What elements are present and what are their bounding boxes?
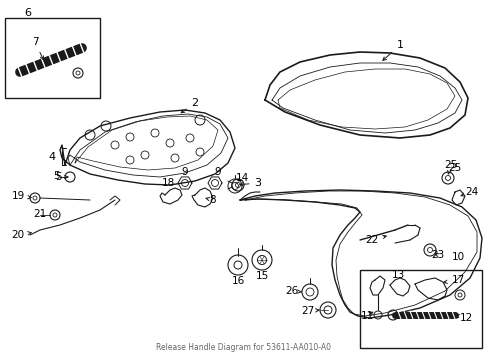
Text: 21: 21 xyxy=(33,209,46,219)
Text: 10: 10 xyxy=(450,252,464,262)
Text: 7: 7 xyxy=(32,37,43,59)
Text: 27: 27 xyxy=(301,306,318,316)
Text: 18: 18 xyxy=(161,178,174,188)
Text: 15: 15 xyxy=(255,271,268,281)
Text: 11: 11 xyxy=(360,311,373,321)
Text: 3: 3 xyxy=(239,178,261,188)
Text: 24: 24 xyxy=(460,187,478,197)
Text: 8: 8 xyxy=(205,195,216,205)
Text: 4: 4 xyxy=(48,152,56,162)
Text: 9: 9 xyxy=(214,167,221,177)
Text: 1: 1 xyxy=(382,40,403,60)
Text: 16: 16 xyxy=(231,276,244,286)
Text: 25: 25 xyxy=(444,160,457,174)
Text: 14: 14 xyxy=(235,173,248,183)
Bar xyxy=(359,270,481,348)
Text: 20: 20 xyxy=(11,230,31,240)
Text: 5: 5 xyxy=(53,171,59,181)
Text: 9: 9 xyxy=(182,167,188,177)
Text: 12: 12 xyxy=(455,313,472,323)
Bar xyxy=(5,18,100,98)
Text: Release Handle Diagram for 53611-AA010-A0: Release Handle Diagram for 53611-AA010-A… xyxy=(156,343,331,352)
Text: 5: 5 xyxy=(55,172,68,182)
Text: 26: 26 xyxy=(285,286,301,296)
Text: 23: 23 xyxy=(430,250,444,260)
Text: 2: 2 xyxy=(181,98,198,113)
Text: 17: 17 xyxy=(443,275,464,285)
Text: 19: 19 xyxy=(11,191,31,201)
Text: 13: 13 xyxy=(390,270,404,280)
Text: 25: 25 xyxy=(447,163,461,173)
Text: 22: 22 xyxy=(365,235,386,245)
Text: 6: 6 xyxy=(24,8,31,18)
